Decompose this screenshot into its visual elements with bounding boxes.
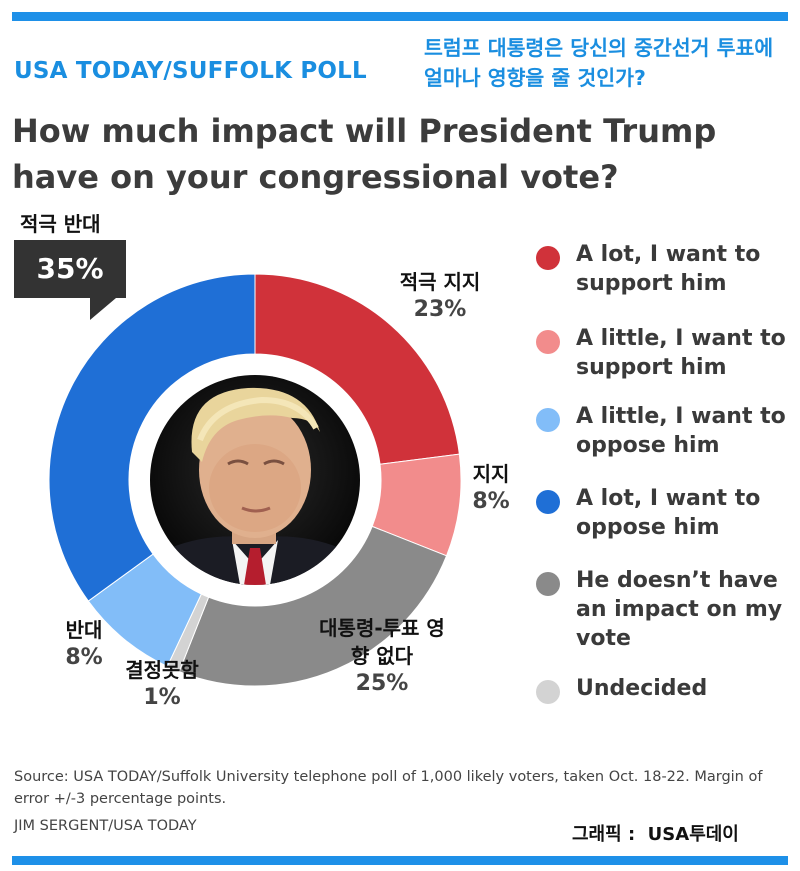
legend-swatch	[536, 572, 560, 596]
legend-swatch	[536, 330, 560, 354]
trump-photo	[150, 375, 360, 585]
slice-label-undecided-value: 1%	[143, 685, 181, 710]
chart-title: How much impact will President Trump hav…	[12, 112, 717, 196]
legend-swatch	[536, 408, 560, 432]
slice-label-strong-support-value: 23%	[413, 297, 467, 322]
slice-label-oppose-text: 반대	[65, 618, 103, 642]
poll-name: USA TODAY/SUFFOLK POLL	[14, 58, 367, 84]
slice-label-strong-support: 적극 지지 23%	[370, 268, 510, 324]
legend-text: He doesn’t have an impact on my vote	[576, 568, 783, 651]
bottom-accent-bar	[12, 856, 788, 865]
donut-slices	[48, 273, 462, 687]
slice-label-undecided-text: 결정못함	[125, 658, 199, 682]
slice-label-no-impact: 대통령-투표 영향 없다 25%	[312, 614, 452, 698]
korean-title: 트럼프 대통령은 당신의 중간선거 투표에 얼마나 영향을 줄 것인가?	[424, 36, 774, 90]
callout-pointer	[90, 298, 116, 320]
graphic-credit: 그래픽 : USA투데이	[572, 824, 739, 845]
legend-text: Undecided	[576, 676, 708, 701]
slice-label-oppose: 반대 8%	[46, 616, 122, 672]
legend-swatch	[536, 680, 560, 704]
legend-text: A lot, I want to oppose him	[576, 486, 761, 540]
slice-label-oppose-value: 8%	[65, 645, 103, 670]
slice-label-undecided: 결정못함 1%	[112, 656, 212, 712]
slice-label-no-impact-text: 대통령-투표 영향 없다	[319, 616, 445, 668]
slice-label-no-impact-value: 25%	[355, 671, 409, 696]
credit: JIM SERGENT/USA TODAY	[14, 818, 197, 834]
callout-label-strongly-oppose: 적극 반대	[20, 212, 101, 236]
slice-label-strong-support-text: 적극 지지	[399, 270, 481, 294]
top-accent-bar	[12, 12, 788, 21]
legend-text: A little, I want to oppose him	[576, 404, 786, 458]
legend-text: A little, I want to support him	[576, 326, 786, 380]
legend-text: A lot, I want to support him	[576, 242, 761, 296]
slice-label-support: 지지 8%	[456, 460, 526, 516]
source-note: Source: USA TODAY/Suffolk University tel…	[14, 769, 763, 807]
slice-label-support-value: 8%	[472, 489, 510, 514]
legend-swatch	[536, 490, 560, 514]
legend-swatch	[536, 246, 560, 270]
slice-label-support-text: 지지	[472, 462, 510, 486]
callout-value-strongly-oppose: 35%	[14, 240, 126, 298]
